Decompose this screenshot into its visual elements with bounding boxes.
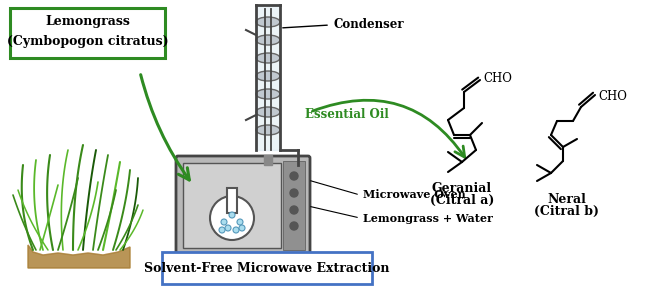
Bar <box>256 5 280 150</box>
FancyBboxPatch shape <box>176 156 310 255</box>
Ellipse shape <box>256 53 280 63</box>
Circle shape <box>225 225 231 231</box>
Circle shape <box>233 227 239 233</box>
Text: Geranial: Geranial <box>432 182 492 195</box>
Circle shape <box>290 222 298 230</box>
Circle shape <box>221 219 227 225</box>
Text: Microwave Oven: Microwave Oven <box>363 189 466 201</box>
Circle shape <box>229 212 235 218</box>
Circle shape <box>210 196 254 240</box>
Circle shape <box>237 219 243 225</box>
Text: Condenser: Condenser <box>333 19 403 32</box>
Ellipse shape <box>256 17 280 27</box>
Text: (Citral b): (Citral b) <box>534 205 600 218</box>
Polygon shape <box>28 245 130 268</box>
Text: CHO: CHO <box>483 71 512 84</box>
Ellipse shape <box>256 89 280 99</box>
Text: Solvent-Free Microwave Extraction: Solvent-Free Microwave Extraction <box>144 261 389 275</box>
Bar <box>227 188 237 213</box>
Bar <box>264 155 272 165</box>
Text: CHO: CHO <box>598 91 627 104</box>
Ellipse shape <box>256 125 280 135</box>
Circle shape <box>290 189 298 197</box>
Text: Lemongrass + Water: Lemongrass + Water <box>363 212 493 224</box>
Ellipse shape <box>256 107 280 117</box>
Circle shape <box>239 225 245 231</box>
Text: Lemongrass: Lemongrass <box>45 16 130 29</box>
Circle shape <box>290 172 298 180</box>
Circle shape <box>290 206 298 214</box>
Ellipse shape <box>256 71 280 81</box>
FancyBboxPatch shape <box>162 252 372 284</box>
Polygon shape <box>28 245 130 268</box>
Text: (Cymbopogon citratus): (Cymbopogon citratus) <box>7 35 168 47</box>
Bar <box>183 163 281 248</box>
Text: Neral: Neral <box>548 193 587 206</box>
FancyBboxPatch shape <box>10 8 165 58</box>
Circle shape <box>219 227 225 233</box>
Text: (Citral a): (Citral a) <box>430 194 494 207</box>
Bar <box>283 161 305 250</box>
Text: Essential Oil: Essential Oil <box>305 109 389 122</box>
Ellipse shape <box>256 35 280 45</box>
